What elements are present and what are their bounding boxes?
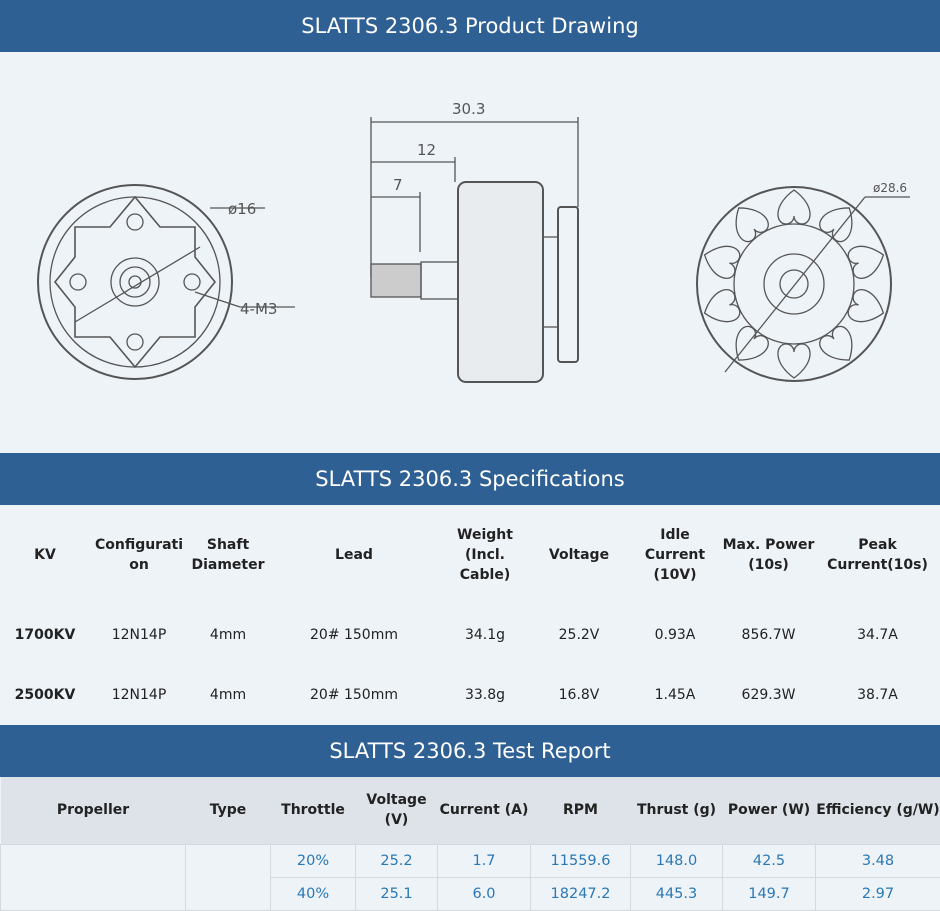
spec-cell: 34.1g	[440, 605, 530, 665]
spec-cell: 38.7A	[815, 665, 940, 725]
test-header: Current (A)	[438, 777, 531, 844]
spec-header: KV	[0, 505, 90, 605]
spec-header: Peak Current(10s)	[815, 505, 940, 605]
spec-cell: 0.93A	[628, 605, 722, 665]
test-header: Thrust (g)	[631, 777, 723, 844]
heart-cutout	[700, 240, 742, 281]
test-cell: 2.97	[816, 877, 940, 910]
test-cell: 1.7	[438, 844, 531, 877]
spec-cell: 1700KV	[0, 605, 90, 665]
test-cell: 148.0	[631, 844, 723, 877]
spec-cell: 20# 150mm	[268, 605, 440, 665]
test-cell: 25.2	[356, 844, 438, 877]
spec-header: Voltage	[530, 505, 628, 605]
test-cell: 6.0	[438, 877, 531, 910]
spec-cell: 12N14P	[90, 665, 188, 725]
spec-cell: 856.7W	[722, 605, 815, 665]
dim-mount-holes: 4-M3	[240, 300, 277, 318]
dim-shaft-length: 12	[417, 141, 436, 159]
test-header: RPM	[531, 777, 631, 844]
spec-cell: 4mm	[188, 605, 268, 665]
test-cell: 25.1	[356, 877, 438, 910]
test-cell: 20%	[271, 844, 356, 877]
test-header: Power (W)	[723, 777, 816, 844]
spec-header: Shaft Diameter	[188, 505, 268, 605]
spec-header: Lead	[268, 505, 440, 605]
spec-header: Weight (Incl. Cable)	[440, 505, 530, 605]
spec-cell: 34.7A	[815, 605, 940, 665]
test-cell: 445.3	[631, 877, 723, 910]
spec-cell: 25.2V	[530, 605, 628, 665]
side-view	[371, 117, 578, 382]
base-view	[38, 185, 295, 379]
heart-cutout	[846, 287, 888, 328]
top-view	[697, 187, 910, 381]
product-drawing: ø16 4-M3 30.3 12 7 ø28.6	[0, 52, 940, 453]
heart-cutout	[778, 190, 810, 224]
test-header: Throttle	[271, 777, 356, 844]
test-cell: 149.7	[723, 877, 816, 910]
propeller-cell	[1, 844, 186, 910]
spec-header: Max. Power (10s)	[722, 505, 815, 605]
spec-cell: 16.8V	[530, 665, 628, 725]
spec-cell: 629.3W	[722, 665, 815, 725]
drawing-title: SLATTS 2306.3 Product Drawing	[0, 0, 940, 52]
spec-cell: 12N14P	[90, 605, 188, 665]
test-header: Efficiency (g/W)	[816, 777, 940, 844]
spec-cell: 20# 150mm	[268, 665, 440, 725]
spec-cell: 1.45A	[628, 665, 722, 725]
test-header: Propeller	[1, 777, 186, 844]
spec-header: Configurati on	[90, 505, 188, 605]
spec-cell: 4mm	[188, 665, 268, 725]
heart-cutout	[700, 287, 742, 328]
spec-cell: 33.8g	[440, 665, 530, 725]
heart-cutout	[846, 240, 888, 281]
test-header: Voltage (V)	[356, 777, 438, 844]
dim-base-diameter: ø16	[228, 200, 256, 218]
test-cell: 11559.6	[531, 844, 631, 877]
spec-cell: 2500KV	[0, 665, 90, 725]
test-title: SLATTS 2306.3 Test Report	[0, 725, 940, 777]
test-cell: 40%	[271, 877, 356, 910]
type-cell	[186, 844, 271, 910]
test-cell: 42.5	[723, 844, 816, 877]
motor-drawing: ø16 4-M3 30.3 12 7 ø28.6	[0, 52, 940, 453]
specs-title: SLATTS 2306.3 Specifications	[0, 453, 940, 505]
dim-bell-diameter: ø28.6	[873, 181, 907, 195]
test-cell: 18247.2	[531, 877, 631, 910]
test-cell: 3.48	[816, 844, 940, 877]
dim-thread-length: 7	[393, 176, 403, 194]
heart-cutout	[816, 199, 862, 245]
spec-header: Idle Current (10V)	[628, 505, 722, 605]
heart-cutout	[726, 199, 772, 245]
test-header: Type	[186, 777, 271, 844]
dim-overall-length: 30.3	[452, 100, 485, 118]
heart-cutout	[778, 344, 810, 378]
heart-cutout	[816, 323, 862, 369]
